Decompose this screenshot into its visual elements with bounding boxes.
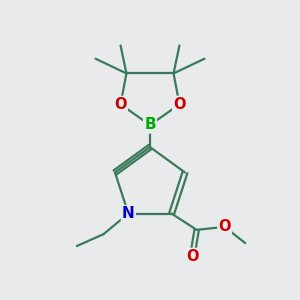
Text: B: B [144,118,156,133]
Text: N: N [122,206,135,221]
Text: O: O [173,97,186,112]
Text: O: O [186,249,199,264]
Text: O: O [114,97,127,112]
Text: O: O [218,219,231,234]
